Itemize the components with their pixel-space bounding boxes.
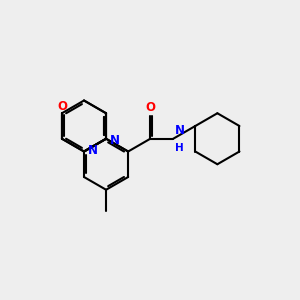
Text: N: N — [175, 124, 185, 137]
Text: H: H — [175, 143, 184, 153]
Text: O: O — [145, 101, 155, 114]
Text: N: N — [110, 134, 120, 147]
Text: O: O — [57, 100, 67, 113]
Text: N: N — [88, 143, 98, 157]
